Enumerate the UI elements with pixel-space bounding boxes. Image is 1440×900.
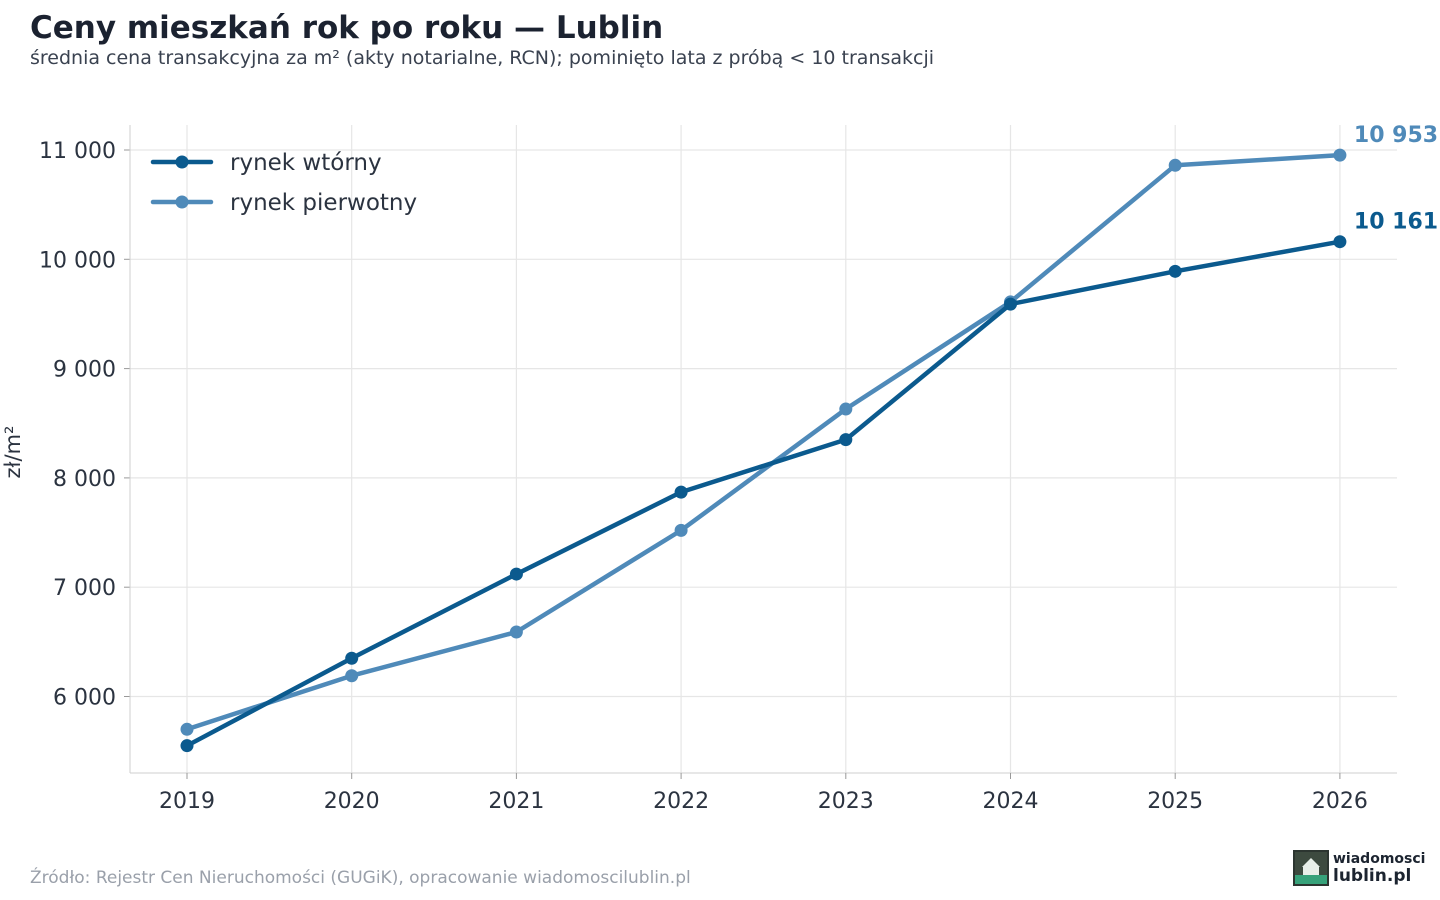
- house-logo-icon: [1293, 850, 1329, 886]
- data-point: [509, 625, 523, 639]
- source-note: Źródło: Rejestr Cen Nieruchomości (GUGiK…: [30, 868, 691, 888]
- y-tick-label: 8 000: [53, 467, 116, 492]
- y-tick-label: 6 000: [53, 686, 116, 711]
- series-line-pierwotny: [184, 152, 1343, 732]
- data-point: [345, 669, 359, 683]
- data-point: [674, 485, 688, 499]
- data-point: [180, 722, 194, 736]
- chart-subtitle: średnia cena transakcyjna za m² (akty no…: [30, 47, 935, 69]
- data-point: [674, 523, 688, 537]
- data-point: [1333, 235, 1347, 249]
- x-tick-label: 2026: [1312, 789, 1368, 814]
- data-point: [509, 567, 523, 581]
- legend-swatch-marker: [175, 195, 189, 209]
- x-tick-label: 2019: [159, 789, 215, 814]
- x-tick-label: 2021: [488, 789, 544, 814]
- y-axis-label: zł/m²: [1, 426, 25, 479]
- chart-title: Ceny mieszkań rok po roku — Lublin: [30, 10, 664, 46]
- end-value-label: 10 161: [1354, 210, 1438, 235]
- data-point: [839, 433, 853, 447]
- y-tick-label: 7 000: [53, 576, 116, 601]
- y-tick-label: 11 000: [39, 139, 116, 164]
- data-point: [345, 651, 359, 665]
- logo-line-2: lublin.pl: [1333, 866, 1412, 886]
- data-point: [839, 402, 853, 416]
- series-line-wtorny: [184, 239, 1343, 748]
- data-point: [180, 739, 194, 753]
- logo-line-1: wiadomosci: [1333, 851, 1426, 867]
- legend-swatch-marker: [175, 155, 189, 169]
- legend-label: rynek wtórny: [230, 150, 382, 176]
- x-tick-label: 2020: [324, 789, 380, 814]
- data-point: [1333, 148, 1347, 162]
- y-tick-label: 10 000: [39, 248, 116, 273]
- legend-label: rynek pierwotny: [230, 190, 417, 216]
- site-logo[interactable]: wiadomosci lublin.pl: [1293, 850, 1425, 886]
- data-point: [1168, 264, 1182, 278]
- x-tick-label: 2025: [1147, 789, 1203, 814]
- end-value-label: 10 953: [1354, 123, 1438, 148]
- logo-text: wiadomosci lublin.pl: [1333, 851, 1425, 885]
- data-point: [1004, 297, 1017, 311]
- x-tick-label: 2022: [653, 789, 709, 814]
- data-point: [1168, 158, 1182, 172]
- x-tick-label: 2024: [983, 789, 1039, 814]
- y-tick-label: 9 000: [53, 358, 116, 383]
- x-tick-label: 2023: [818, 789, 874, 814]
